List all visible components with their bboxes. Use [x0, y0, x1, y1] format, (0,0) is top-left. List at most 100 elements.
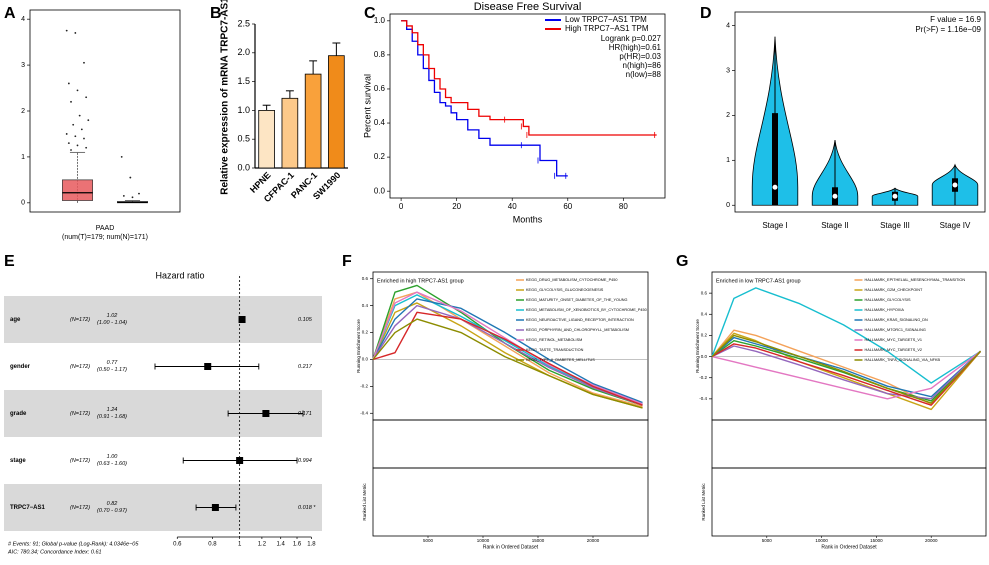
row-n: (N=172) — [70, 364, 90, 370]
legend-label: HALLMARK_TNFA_SIGNALING_VIA_NFKB — [864, 358, 940, 362]
chart-title: Enriched in low TRPC7-AS1 group — [716, 278, 801, 284]
y-tick-label: 1 — [21, 154, 25, 161]
y-axis-label: Ranked List Metric — [362, 483, 367, 521]
enrichment-line — [711, 287, 981, 384]
annotation: Pr(>F) = 1.16e−09 — [915, 25, 981, 34]
annotation: p(HR)=0.03 — [619, 52, 661, 61]
bar — [258, 110, 275, 169]
x-tick-label: 15000 — [532, 538, 545, 543]
y-tick-label: 1.0 — [237, 105, 250, 115]
y-tick-label: 0 — [726, 202, 730, 209]
y-tick-label: 0.0 — [237, 162, 250, 172]
x-tick-label: PAAD — [96, 225, 115, 232]
enrichment-line — [372, 318, 643, 409]
legend-label: KEGG_NEUROACTIVE_LIGAND_RECEPTOR_INTERAC… — [526, 318, 634, 322]
p-label: 0.018 * — [298, 505, 316, 511]
x-tick-label: 20000 — [587, 538, 600, 543]
legend-label: HALLMARK_GLYCOLYSIS — [864, 298, 911, 302]
bar — [281, 97, 299, 169]
hr-label: 1.24 — [107, 407, 118, 413]
x-tick-label: 60 — [563, 202, 572, 211]
legend-label: HALLMARK_KRAS_SIGNALING_DN — [864, 318, 928, 322]
y-axis-label: Running Enrichment Score — [695, 319, 700, 373]
outlier-point — [85, 146, 88, 149]
y-tick-label: 0.4 — [362, 303, 369, 308]
x-tick-label: 5000 — [762, 538, 773, 543]
y-tick-label: 2 — [21, 108, 25, 115]
outlier-point — [72, 123, 75, 126]
footnote: # Events: 91; Global p-value (Log-Rank):… — [8, 541, 139, 547]
enrichment-line — [711, 334, 982, 404]
outlier-point — [74, 135, 77, 138]
outlier-point — [70, 100, 72, 103]
y-tick-label: 4 — [726, 22, 730, 29]
x-tick-label: 10000 — [477, 538, 490, 543]
p-label: 0.217 — [298, 364, 313, 370]
legend-label: KEGG_GLYCOLYSIS_GLUCONEOGENESIS — [526, 288, 604, 292]
legend-label: KEGG_TASTE_TRANSDUCTION — [526, 348, 584, 352]
x-axis-label: Months — [513, 214, 543, 224]
y-tick-label: 0.2 — [374, 152, 386, 161]
y-tick-label: -0.2 — [360, 384, 368, 389]
legend-label: HALLMARK_G2M_CHECKPOINT — [864, 288, 922, 292]
enrichment-line — [372, 304, 643, 406]
x-tick-label: 40 — [508, 202, 517, 211]
x-axis-label: Rank in Ordered Dataset — [821, 544, 877, 550]
y-tick-label: 4 — [21, 16, 25, 23]
hr-label: 1.02 — [107, 313, 118, 319]
y-tick-label: 0 — [21, 200, 25, 207]
box-body — [62, 179, 93, 201]
y-tick-label: 1.0 — [374, 16, 386, 25]
legend-label: HALLMARK_HYPOXIA — [864, 308, 904, 312]
x-tick-label: 1.8 — [307, 542, 316, 548]
outlier-point — [85, 96, 88, 99]
enrichment-line — [372, 291, 643, 408]
outlier-point — [83, 61, 85, 64]
x-tick-label: Stage I — [762, 221, 787, 230]
legend-label: KEGG_TYPE_II_DIABETES_MELLITUS — [526, 358, 595, 362]
y-tick-label: 1 — [726, 157, 730, 164]
p-label: 0.171 — [298, 411, 312, 417]
ci-label: (0.63 - 1.60) — [97, 461, 127, 467]
y-tick-label: 0.6 — [362, 276, 369, 281]
violin-median — [832, 193, 838, 199]
row-label: gender — [10, 364, 31, 370]
annotation: n(high)=86 — [623, 61, 662, 70]
enrichment-line — [711, 345, 982, 400]
chart-title: Disease Free Survival — [474, 1, 582, 13]
y-tick-label: 0.0 — [701, 354, 708, 359]
hr-point — [211, 504, 219, 511]
y-axis-label: Percent survival — [362, 74, 372, 138]
panel-letter: F — [342, 253, 352, 270]
plot-frame — [711, 419, 987, 469]
outlier-point — [67, 142, 70, 145]
survival-line — [401, 20, 657, 136]
x-tick-label: 80 — [619, 202, 628, 211]
x-tick-label: Stage II — [821, 221, 849, 230]
x-tick-label: 0.8 — [208, 542, 217, 548]
annotation: Logrank p=0.027 — [601, 34, 662, 43]
x-tick-label: 15000 — [870, 538, 883, 543]
row-n: (N=172) — [70, 411, 90, 417]
survival-line — [401, 20, 568, 177]
ci-label: (0.50 - 1.17) — [97, 367, 127, 373]
enrichment-line — [711, 332, 982, 411]
legend-label: KEGG_METABOLISM_OF_XENOBIOTICS_BY_CYTOCH… — [526, 308, 647, 312]
annotation: n(low)=88 — [626, 70, 662, 79]
outlier-point — [122, 195, 125, 197]
hr-point — [262, 410, 270, 417]
violin-box — [772, 113, 778, 206]
p-label: 0.994 — [298, 458, 312, 464]
row-n: (N=172) — [70, 505, 90, 511]
x-tick-label: 1.4 — [277, 542, 286, 548]
row-label: TRPC7−AS1 — [10, 505, 46, 511]
y-axis-label: Running Enrichment Score — [356, 319, 361, 373]
y-tick-label: -0.4 — [699, 396, 707, 401]
bar — [304, 73, 322, 169]
x-tick-label: 20 — [452, 202, 461, 211]
annotation: F value = 16.9 — [930, 15, 981, 24]
legend-label: KEGG_MATURITY_ONSET_DIABETES_OF_THE_YOUN… — [526, 298, 627, 302]
y-tick-label: 0.4 — [374, 118, 386, 127]
y-tick-label: 0.5 — [237, 134, 250, 144]
